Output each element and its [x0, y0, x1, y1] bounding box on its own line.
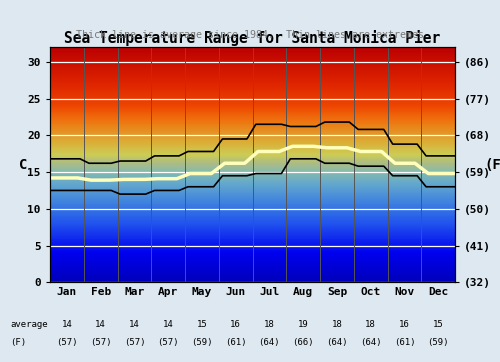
Text: 19: 19 — [298, 320, 308, 329]
Text: (57): (57) — [124, 338, 145, 348]
Text: (64): (64) — [326, 338, 347, 348]
Text: 16: 16 — [230, 320, 241, 329]
Text: (66): (66) — [292, 338, 314, 348]
Text: 15: 15 — [433, 320, 444, 329]
Text: 14: 14 — [95, 320, 106, 329]
Text: (57): (57) — [56, 338, 78, 348]
Y-axis label: C: C — [19, 158, 28, 172]
Text: (64): (64) — [258, 338, 280, 348]
Text: average: average — [10, 320, 48, 329]
Text: Thick line is average since 1984.  Thin lines are extremes: Thick line is average since 1984. Thin l… — [76, 30, 424, 40]
Text: (61): (61) — [225, 338, 246, 348]
Text: 15: 15 — [196, 320, 207, 329]
Text: (64): (64) — [360, 338, 382, 348]
Text: 18: 18 — [365, 320, 376, 329]
Text: 16: 16 — [399, 320, 410, 329]
Text: (57): (57) — [90, 338, 112, 348]
Text: 18: 18 — [264, 320, 275, 329]
Text: 14: 14 — [62, 320, 72, 329]
Text: 18: 18 — [332, 320, 342, 329]
Text: 14: 14 — [129, 320, 140, 329]
Text: (59): (59) — [428, 338, 449, 348]
Text: (59): (59) — [191, 338, 212, 348]
Title: Sea Temperature Range for Santa Monica Pier: Sea Temperature Range for Santa Monica P… — [64, 30, 440, 46]
Y-axis label: (F): (F) — [484, 158, 500, 172]
Text: (57): (57) — [158, 338, 179, 348]
Text: 14: 14 — [163, 320, 173, 329]
Text: (61): (61) — [394, 338, 415, 348]
Text: (F): (F) — [10, 338, 26, 348]
